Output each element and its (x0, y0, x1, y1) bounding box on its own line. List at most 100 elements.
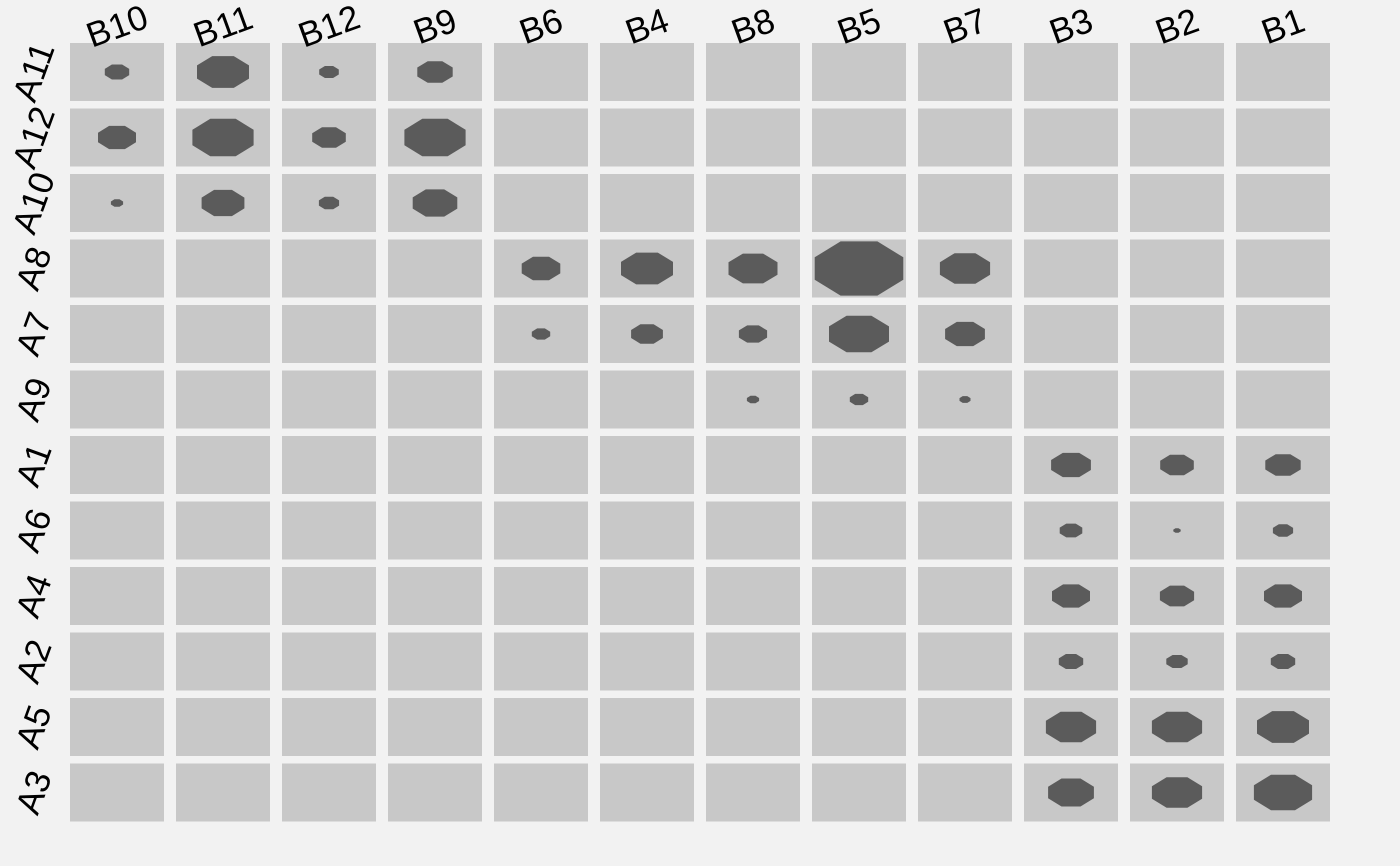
data-point-a3-b3 (1048, 778, 1094, 807)
data-point-a8-b4 (621, 252, 673, 285)
heatmap-cell-a8-b10 (70, 239, 164, 298)
data-point-a11-b11 (197, 56, 249, 88)
heatmap-cell-a2-b4 (600, 632, 694, 691)
heatmap-cell-a6-b10 (70, 501, 164, 560)
row-label: A7 (8, 307, 59, 361)
heatmap-cell-a7-b10 (70, 305, 164, 363)
heatmap-cell-a8-b11 (176, 239, 270, 298)
heatmap-cell-a2-b11 (176, 632, 270, 691)
heatmap-cell-a12-b3 (1024, 108, 1118, 167)
heatmap-cell-a9-b4 (600, 370, 694, 429)
heatmap-cell-a12-b6 (494, 108, 588, 167)
data-point-a10-b9 (412, 189, 458, 217)
heatmap-cell-a6-b9 (388, 501, 482, 560)
data-point-a1-b3 (1051, 452, 1091, 478)
heatmap-cell-a1-b6 (494, 436, 588, 494)
heatmap-cell-a7-b2 (1130, 305, 1224, 363)
heatmap-cell-a5-b11 (176, 698, 270, 756)
row-label: A12 (5, 102, 63, 174)
data-point-a5-b1 (1257, 711, 1309, 743)
heatmap-cell-a7-b12 (282, 305, 376, 363)
heatmap-cell-a12-b7 (918, 108, 1012, 167)
heatmap-cell-a11-b4 (600, 43, 694, 101)
row-label: A2 (8, 635, 59, 689)
heatmap-cell-a11-b2 (1130, 43, 1224, 101)
heatmap-cell-a7-b9 (388, 305, 482, 363)
heatmap-cell-a5-b9 (388, 698, 482, 756)
heatmap-cell-a10-b1 (1236, 174, 1330, 232)
heatmap-cell-a9-b11 (176, 370, 270, 429)
heatmap-cell-a3-b11 (176, 763, 270, 822)
heatmap-cell-a1-b9 (388, 436, 482, 494)
heatmap-cell-a3-b7 (918, 763, 1012, 822)
heatmap-cell-a1-b10 (70, 436, 164, 494)
heatmap-cell-a9-b9 (388, 370, 482, 429)
heatmap-cell-a12-b8 (706, 108, 800, 167)
row-label: A11 (5, 37, 62, 106)
heatmap-cell-a3-b12 (282, 763, 376, 822)
row-label: A3 (8, 766, 59, 820)
heatmap-cell-a6-b8 (706, 501, 800, 560)
data-point-a8-b8 (728, 253, 778, 284)
heatmap-cell-a6-b12 (282, 501, 376, 560)
heatmap-cell-a4-b6 (494, 567, 588, 625)
data-point-a3-b1 (1253, 774, 1313, 811)
data-point-a10-b11 (201, 189, 245, 217)
heatmap-cell-a3-b5 (812, 763, 906, 822)
data-point-a12-b10 (98, 125, 136, 150)
heatmap-cell-a8-b12 (282, 239, 376, 298)
heatmap-cell-a5-b10 (70, 698, 164, 756)
heatmap-cell-a2-b5 (812, 632, 906, 691)
data-point-a4-b1 (1264, 584, 1302, 608)
heatmap-cell-a5-b8 (706, 698, 800, 756)
heatmap-cell-a9-b12 (282, 370, 376, 429)
data-point-a9-b5 (849, 393, 869, 406)
heatmap-cell-a2-b12 (282, 632, 376, 691)
data-point-a12-b11 (192, 118, 254, 157)
heatmap-cell-a1-b11 (176, 436, 270, 494)
heatmap-cell-a6-b6 (494, 501, 588, 560)
data-point-a9-b7 (959, 396, 971, 403)
heatmap-cell-a2-b6 (494, 632, 588, 691)
heatmap-cell-a1-b12 (282, 436, 376, 494)
heatmap-cell-a3-b9 (388, 763, 482, 822)
heatmap-cell-a8-b1 (1236, 239, 1330, 298)
heatmap-cell-a6-b5 (812, 501, 906, 560)
heatmap-cell-a10-b2 (1130, 174, 1224, 232)
heatmap-cell-a10-b3 (1024, 174, 1118, 232)
heatmap-cell-a6-b7 (918, 501, 1012, 560)
data-point-a7-b6 (531, 328, 551, 340)
heatmap-cell-a3-b8 (706, 763, 800, 822)
heatmap-cell-a3-b4 (600, 763, 694, 822)
data-point-a2-b2 (1166, 655, 1188, 668)
heatmap-cell-a11-b7 (918, 43, 1012, 101)
data-point-a10-b10 (110, 199, 124, 207)
data-point-a4-b3 (1052, 584, 1090, 608)
heatmap-cell-a5-b4 (600, 698, 694, 756)
heatmap-cell-a1-b8 (706, 436, 800, 494)
data-point-a5-b2 (1151, 711, 1203, 743)
heatmap-cell-a8-b9 (388, 239, 482, 298)
heatmap-cell-a9-b2 (1130, 370, 1224, 429)
heatmap-cell-a2-b7 (918, 632, 1012, 691)
data-point-a10-b12 (318, 196, 340, 210)
data-point-a3-b2 (1151, 777, 1203, 808)
heatmap-cell-a5-b7 (918, 698, 1012, 756)
data-point-a8-b7 (939, 253, 991, 284)
heatmap-cell-a11-b1 (1236, 43, 1330, 101)
heatmap-cell-a9-b3 (1024, 370, 1118, 429)
data-point-a4-b2 (1159, 585, 1195, 607)
data-point-a8-b5 (814, 241, 904, 296)
heatmap-cell-a4-b9 (388, 567, 482, 625)
heatmap-cell-a11-b6 (494, 43, 588, 101)
heatmap-cell-a9-b10 (70, 370, 164, 429)
data-point-a12-b12 (312, 127, 346, 148)
heatmap-cell-a8-b2 (1130, 239, 1224, 298)
heatmap-cell-a5-b12 (282, 698, 376, 756)
heatmap-cell-a6-b11 (176, 501, 270, 560)
heatmap-cell-a10-b4 (600, 174, 694, 232)
heatmap-cell-a12-b2 (1130, 108, 1224, 167)
heatmap-cell-a5-b5 (812, 698, 906, 756)
data-point-a9-b8 (746, 395, 760, 404)
